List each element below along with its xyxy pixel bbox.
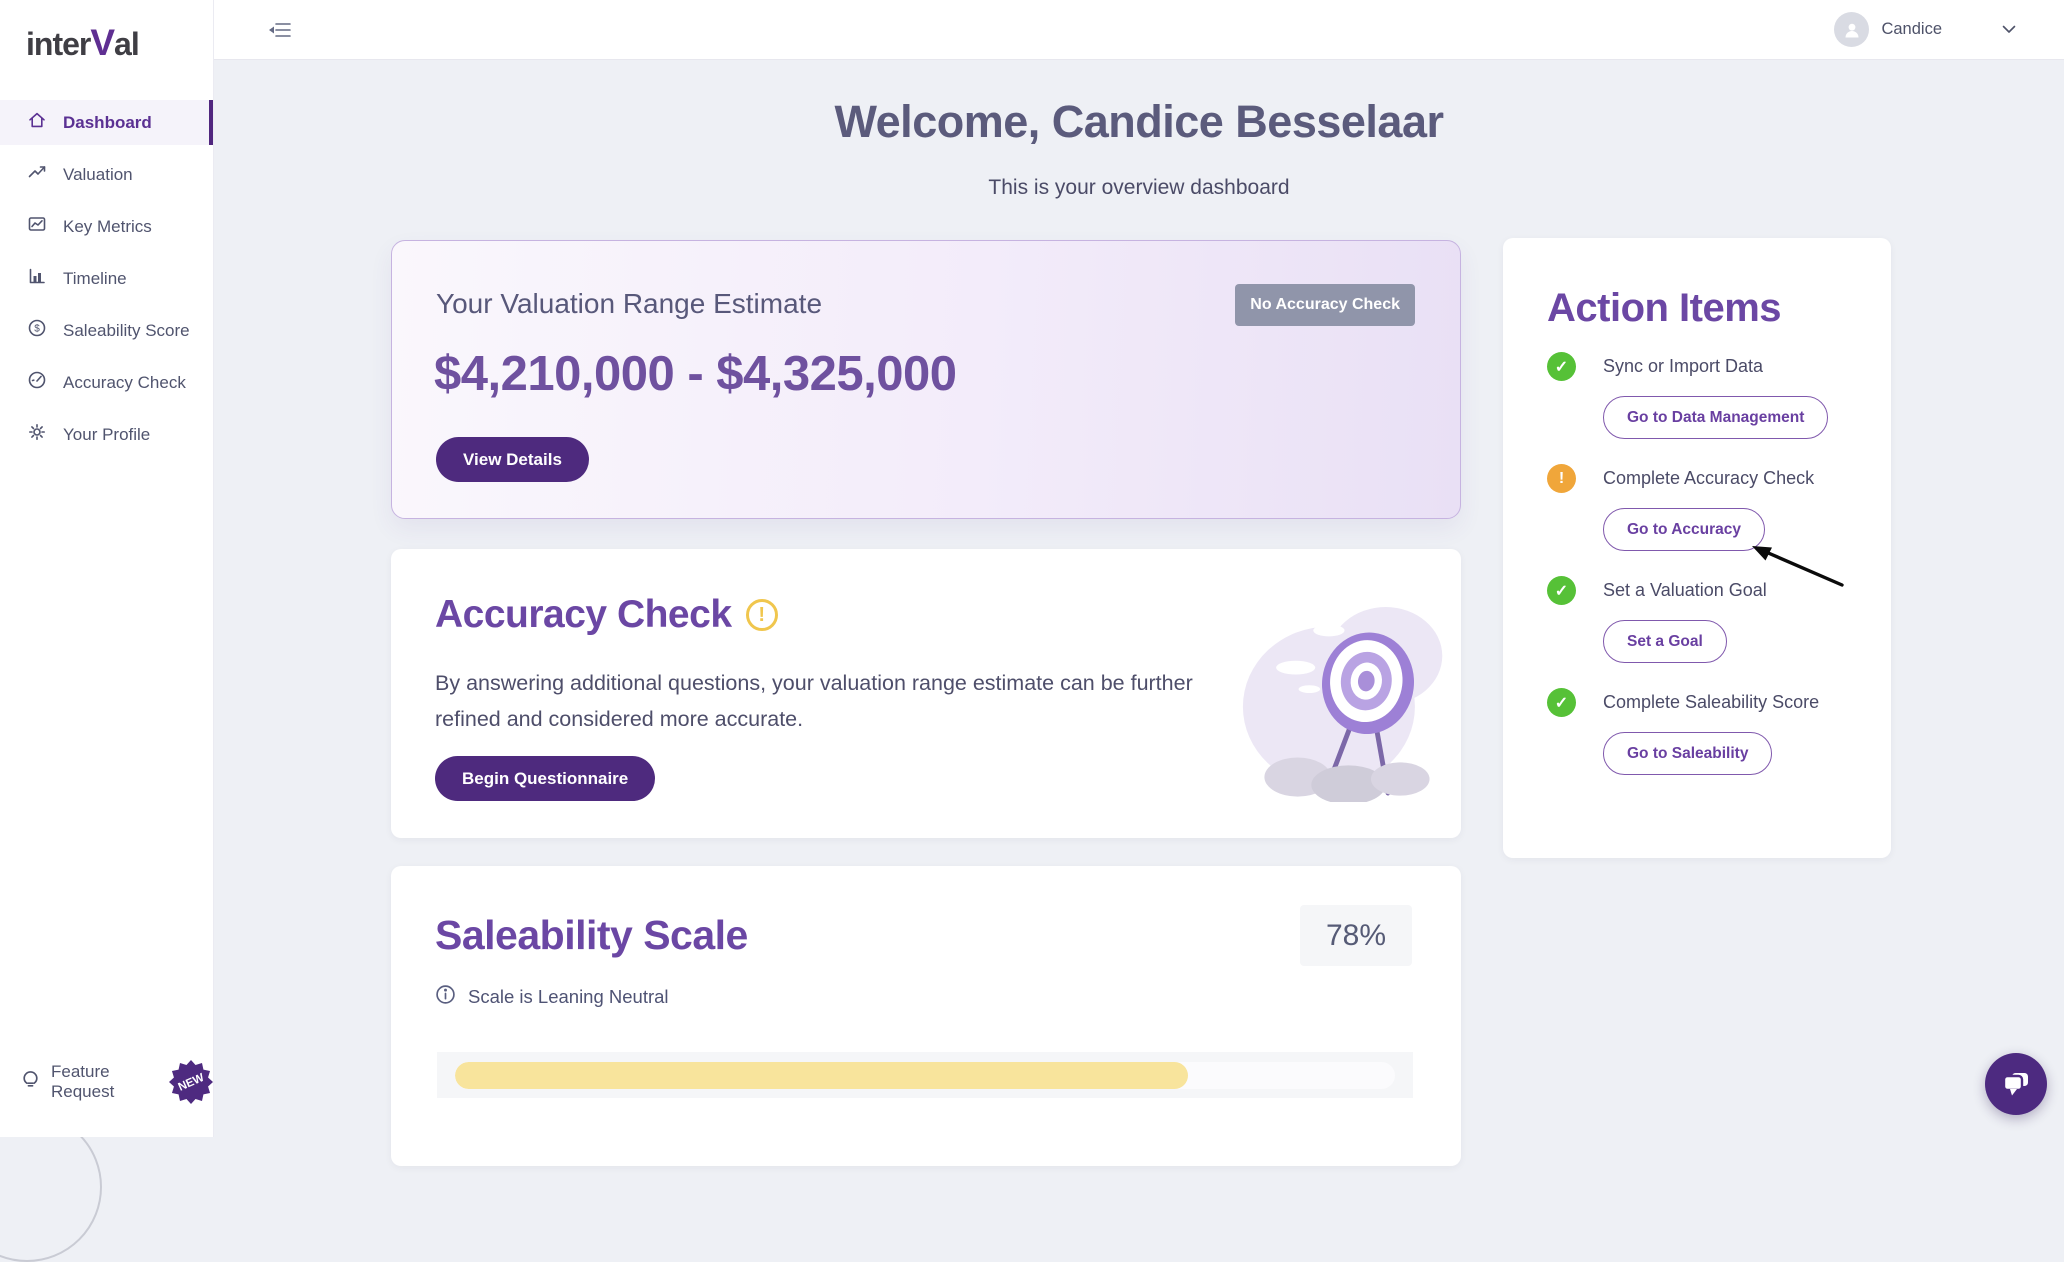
action-items-list: Sync or Import Data Go to Data Managemen…: [1503, 352, 1891, 800]
accuracy-check-description: By answering additional questions, your …: [435, 665, 1245, 737]
saleability-progress: [437, 1052, 1413, 1098]
begin-questionnaire-button[interactable]: Begin Questionnaire: [435, 756, 655, 801]
action-item-label: Complete Saleability Score: [1603, 692, 1819, 713]
check-circle-icon: [1547, 352, 1576, 381]
chat-icon: [2000, 1068, 2032, 1100]
saleability-percent: 78%: [1300, 905, 1412, 966]
target-illustration: [1239, 587, 1454, 807]
sidebar-item-label: Dashboard: [63, 113, 152, 133]
saleability-status-label: Scale is Leaning Neutral: [468, 986, 669, 1008]
saleability-scale-card: Saleability Scale 78% Scale is Leaning N…: [391, 866, 1461, 1166]
home-icon: [27, 110, 47, 135]
user-name: Candice: [1881, 20, 1942, 39]
action-items-title: Action Items: [1547, 286, 1781, 331]
sidebar-item-valuation[interactable]: Valuation: [0, 152, 213, 197]
sidebar-item-label: Saleability Score: [63, 321, 190, 341]
sidebar-item-label: Timeline: [63, 269, 127, 289]
sidebar: interVal Dashboard Valuation Key Metrics…: [0, 0, 214, 1137]
dollar-circle-icon: $: [27, 318, 47, 343]
bar-chart-icon: [27, 266, 47, 291]
feature-request-button[interactable]: Feature Request NEW: [20, 1060, 213, 1104]
warning-circle-icon: !: [746, 599, 778, 631]
go-to-saleability-button[interactable]: Go to Saleability: [1603, 732, 1772, 775]
view-details-button[interactable]: View Details: [436, 437, 589, 482]
saleability-status: Scale is Leaning Neutral: [435, 984, 669, 1010]
valuation-card-title: Your Valuation Range Estimate: [436, 288, 822, 320]
sidebar-item-key-metrics[interactable]: Key Metrics: [0, 204, 213, 249]
accuracy-check-card: Accuracy Check ! By answering additional…: [391, 549, 1461, 838]
sidebar-item-label: Accuracy Check: [63, 373, 186, 393]
gauge-icon: [27, 370, 47, 395]
sidebar-item-label: Key Metrics: [63, 217, 152, 237]
collapse-sidebar-icon[interactable]: [268, 19, 292, 46]
lightbulb-icon: [20, 1069, 41, 1095]
action-item-label: Set a Valuation Goal: [1603, 580, 1767, 601]
chevron-down-icon[interactable]: [2002, 21, 2016, 39]
trending-up-icon: [27, 162, 47, 187]
page-title: Welcome, Candice Besselaar: [214, 96, 2064, 148]
action-item-sync-data: Sync or Import Data Go to Data Managemen…: [1503, 352, 1891, 439]
sidebar-item-label: Your Profile: [63, 425, 150, 445]
action-item-label: Complete Accuracy Check: [1603, 468, 1814, 489]
action-item-accuracy-check: Complete Accuracy Check Go to Accuracy: [1503, 464, 1891, 551]
set-a-goal-button[interactable]: Set a Goal: [1603, 620, 1727, 663]
action-item-label: Sync or Import Data: [1603, 356, 1763, 377]
action-item-valuation-goal: Set a Valuation Goal Set a Goal: [1503, 576, 1891, 663]
sidebar-item-dashboard[interactable]: Dashboard: [0, 100, 213, 145]
sidebar-item-label: Valuation: [63, 165, 133, 185]
go-to-data-management-button[interactable]: Go to Data Management: [1603, 396, 1828, 439]
page-subtitle: This is your overview dashboard: [214, 176, 2064, 200]
valuation-range-value: $4,210,000 - $4,325,000: [434, 346, 957, 402]
saleability-progress-track: [455, 1062, 1395, 1089]
svg-text:$: $: [34, 324, 40, 335]
sidebar-item-timeline[interactable]: Timeline: [0, 256, 213, 301]
feature-request-label: Feature Request: [51, 1062, 157, 1102]
gear-icon: [27, 422, 47, 447]
accuracy-check-title: Accuracy Check !: [435, 593, 778, 637]
go-to-accuracy-button[interactable]: Go to Accuracy: [1603, 508, 1765, 551]
avatar: [1834, 12, 1869, 47]
topbar: Candice: [214, 0, 2064, 60]
sidebar-nav: Dashboard Valuation Key Metrics Timeline…: [0, 100, 213, 464]
new-badge[interactable]: NEW: [169, 1060, 213, 1104]
valuation-range-card: Your Valuation Range Estimate No Accurac…: [391, 240, 1461, 519]
chart-box-icon: [27, 214, 47, 239]
saleability-progress-fill: [455, 1062, 1188, 1089]
interval-logo[interactable]: interVal: [26, 22, 139, 64]
check-circle-icon: [1547, 576, 1576, 605]
no-accuracy-check-badge: No Accuracy Check: [1235, 284, 1415, 326]
user-menu[interactable]: Candice: [1834, 12, 2016, 47]
action-items-panel: Action Items Sync or Import Data Go to D…: [1503, 238, 1891, 858]
saleability-scale-title: Saleability Scale: [435, 912, 748, 959]
sidebar-item-your-profile[interactable]: Your Profile: [0, 412, 213, 457]
info-icon: [435, 984, 456, 1010]
check-circle-icon: [1547, 688, 1576, 717]
action-item-saleability-score: Complete Saleability Score Go to Saleabi…: [1503, 688, 1891, 775]
sidebar-item-saleability-score[interactable]: $ Saleability Score: [0, 308, 213, 353]
sidebar-item-accuracy-check[interactable]: Accuracy Check: [0, 360, 213, 405]
chat-launcher-button[interactable]: [1985, 1053, 2047, 1115]
warning-circle-icon: [1547, 464, 1576, 493]
